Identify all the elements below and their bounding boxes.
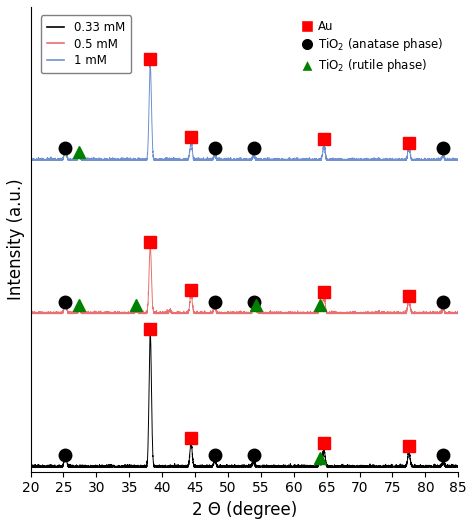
Line: 1 mM: 1 mM xyxy=(30,64,458,160)
0.5 mM xyxy=(147,244,153,250)
1 mM xyxy=(27,157,33,164)
0.33 mM xyxy=(235,464,241,470)
0.33 mM xyxy=(27,462,33,469)
0.33 mM xyxy=(279,463,285,469)
1 mM xyxy=(456,156,461,162)
0.33 mM xyxy=(67,464,73,470)
0.33 mM xyxy=(409,463,414,470)
1 mM xyxy=(440,151,446,158)
0.33 mM xyxy=(164,464,170,470)
0.5 mM xyxy=(235,310,241,317)
Line: 0.5 mM: 0.5 mM xyxy=(30,247,458,313)
0.33 mM xyxy=(28,464,34,470)
0.5 mM xyxy=(440,306,446,312)
1 mM xyxy=(147,60,153,67)
1 mM xyxy=(235,157,240,163)
0.5 mM xyxy=(279,310,285,316)
Y-axis label: Intensity (a.u.): Intensity (a.u.) xyxy=(7,178,25,300)
Legend: Au, TiO$_2$ (anatase phase), TiO$_2$ (rutile phase): Au, TiO$_2$ (anatase phase), TiO$_2$ (ru… xyxy=(298,15,448,79)
1 mM xyxy=(409,157,414,164)
0.5 mM xyxy=(28,310,34,317)
1 mM xyxy=(164,155,170,161)
0.5 mM xyxy=(67,310,73,316)
0.5 mM xyxy=(164,310,170,317)
1 mM xyxy=(279,157,284,164)
0.5 mM xyxy=(456,310,461,317)
0.5 mM xyxy=(409,309,414,316)
0.33 mM xyxy=(147,328,153,335)
1 mM xyxy=(67,156,73,163)
X-axis label: 2 Θ (degree): 2 Θ (degree) xyxy=(192,501,297,519)
0.5 mM xyxy=(27,310,33,316)
0.33 mM xyxy=(456,464,461,470)
0.33 mM xyxy=(440,461,446,467)
Line: 0.33 mM: 0.33 mM xyxy=(30,331,458,467)
